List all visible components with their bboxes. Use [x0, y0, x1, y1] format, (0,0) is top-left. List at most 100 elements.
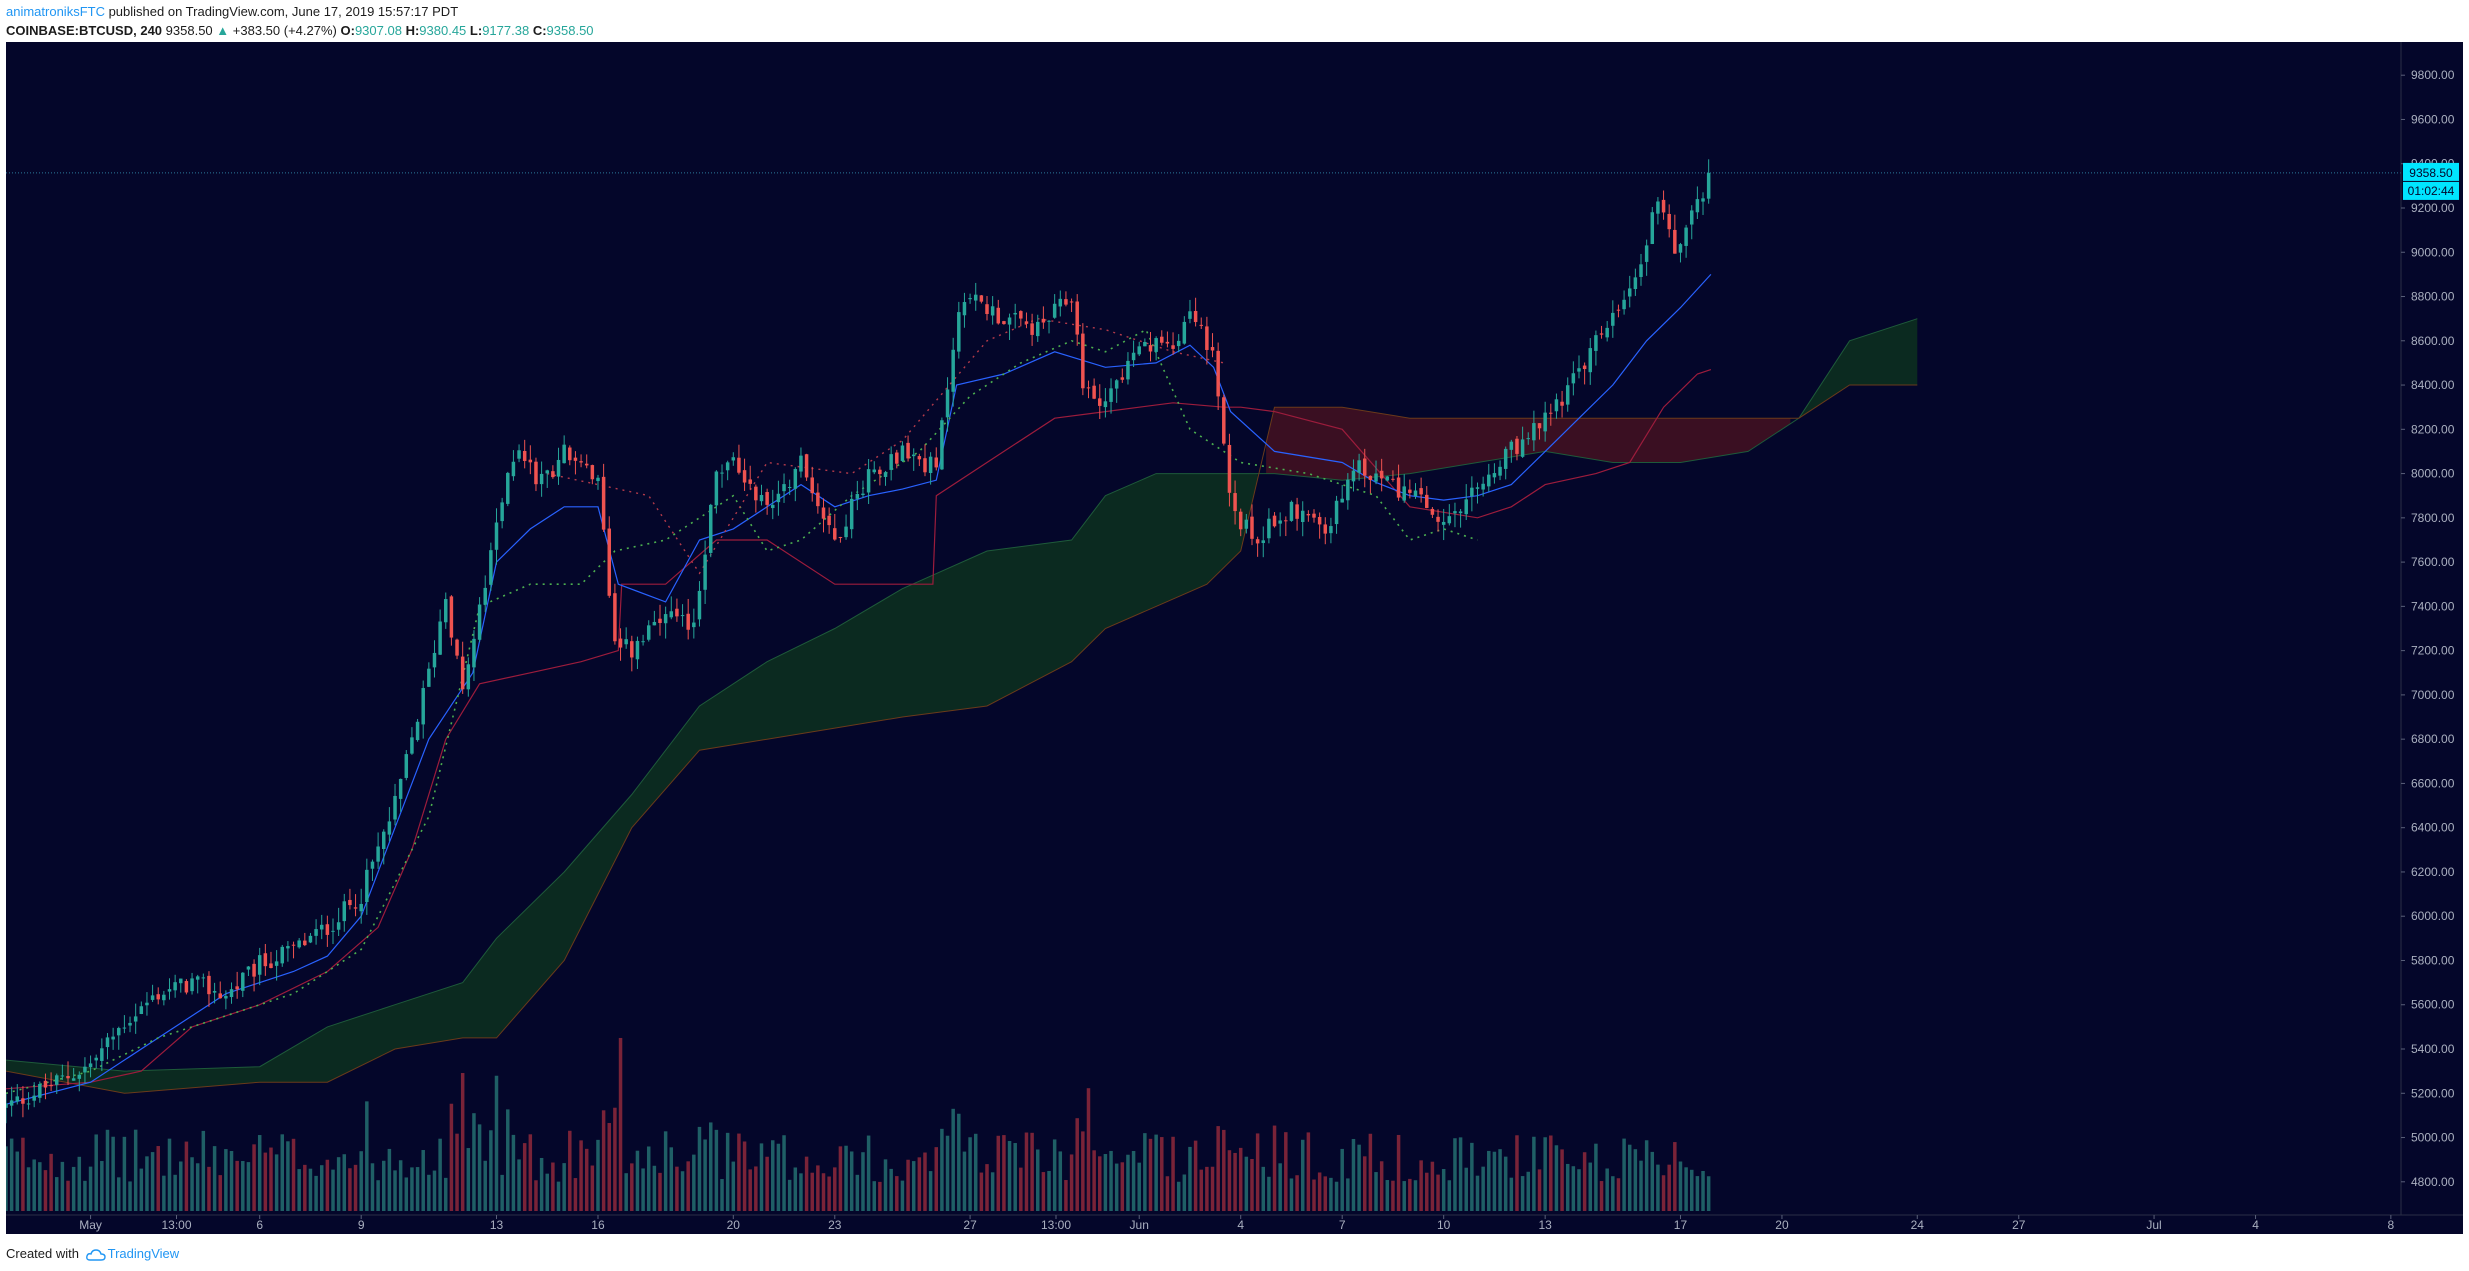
candle — [1611, 300, 1615, 338]
volume-bar — [771, 1140, 775, 1211]
candle — [652, 610, 657, 626]
candle — [737, 444, 741, 475]
candle — [771, 489, 775, 520]
candle-body — [1385, 476, 1390, 481]
x-tick-label: 24 — [1911, 1218, 1925, 1232]
candle-body — [1098, 398, 1102, 406]
candle — [1081, 323, 1085, 396]
volume-bar — [1425, 1172, 1429, 1211]
candle-body — [156, 994, 160, 1000]
volume-bar — [900, 1180, 905, 1211]
volume-bar — [398, 1160, 403, 1211]
author-link[interactable]: animatroniksFTC — [6, 4, 105, 19]
candle — [979, 295, 984, 304]
volume-bar — [883, 1159, 888, 1211]
candle-body — [1351, 470, 1356, 482]
candle — [1092, 378, 1096, 400]
candle-body — [1041, 318, 1046, 323]
candle-body — [145, 1002, 149, 1006]
chart-area[interactable]: 4800.00 5000.00 5200.00 5400.00 5600.00 5800.… — [6, 42, 2463, 1234]
candle — [804, 453, 809, 481]
volume-bar — [1644, 1140, 1649, 1211]
volume-bar — [1148, 1138, 1153, 1211]
candle-body — [1272, 515, 1277, 527]
candle-body — [742, 470, 747, 483]
candle-body — [139, 1006, 144, 1015]
candle — [534, 457, 538, 492]
candles — [6, 159, 1711, 1124]
candle — [111, 1027, 115, 1050]
candlestick-chart[interactable]: 4800.00 5000.00 5200.00 5400.00 5600.00 5800.… — [6, 42, 2463, 1234]
candle-body — [1402, 486, 1406, 501]
candle-body — [1532, 423, 1536, 441]
candle — [1052, 294, 1057, 319]
volume-bar — [917, 1157, 922, 1211]
y-tick-label: 8400.00 — [2411, 378, 2455, 392]
candle-body — [77, 1074, 82, 1079]
candle-body — [1317, 516, 1322, 525]
candle-body — [15, 1096, 20, 1102]
volume-bar — [331, 1169, 335, 1211]
candle-body — [1639, 264, 1643, 278]
candle — [229, 982, 234, 1004]
candle — [404, 750, 409, 781]
candle-body — [1481, 483, 1485, 490]
volume-bar — [748, 1169, 752, 1211]
volume-bar — [731, 1161, 736, 1211]
candle-body — [1340, 498, 1344, 503]
high-label: H: — [405, 23, 420, 38]
candle-body — [1611, 312, 1615, 326]
candle — [1515, 435, 1519, 461]
candle — [782, 473, 786, 503]
candle — [556, 447, 561, 485]
candle — [257, 947, 262, 986]
volume-bar — [528, 1134, 533, 1211]
candle — [934, 447, 939, 471]
tradingview-link[interactable]: TradingView — [107, 1246, 180, 1261]
symbol-label[interactable]: COINBASE:BTCUSD, 240 — [6, 23, 163, 38]
candle — [1024, 312, 1029, 329]
volume-bar — [1261, 1166, 1266, 1211]
candle — [725, 460, 730, 481]
candle-body — [150, 995, 155, 1000]
candle-body — [579, 461, 583, 463]
candle-body — [421, 688, 425, 725]
candle-body — [325, 924, 330, 935]
candle-body — [771, 504, 775, 509]
volume-bar — [889, 1168, 893, 1211]
candle-body — [1255, 539, 1260, 544]
x-tick-label: 10 — [1437, 1218, 1451, 1232]
candle-body — [810, 477, 814, 494]
volume-bar — [613, 1107, 617, 1211]
candle-body — [1689, 210, 1694, 225]
volume-bar — [669, 1147, 674, 1211]
candle — [252, 959, 256, 992]
candle — [1047, 320, 1051, 334]
volume-bar — [1007, 1141, 1012, 1211]
candle-body — [1616, 309, 1621, 311]
y-tick-label: 6800.00 — [2411, 732, 2455, 746]
x-tick-label: 20 — [1775, 1218, 1789, 1232]
volume-bar — [1374, 1172, 1378, 1211]
candle — [235, 971, 239, 999]
volume-bar — [646, 1146, 651, 1211]
candle — [613, 583, 617, 645]
volume-bar — [1611, 1176, 1615, 1211]
candle — [1419, 477, 1423, 503]
candle-body — [1678, 244, 1683, 253]
volume-bar — [111, 1136, 115, 1211]
candle-body — [1419, 488, 1423, 495]
candle-body — [720, 472, 724, 474]
volume-bar — [1334, 1181, 1339, 1211]
candle — [1165, 331, 1170, 348]
candle-body — [1487, 474, 1491, 487]
volume-bar — [269, 1147, 273, 1211]
y-tick-label: 9200.00 — [2411, 201, 2455, 215]
candle — [133, 1003, 138, 1034]
candle — [951, 337, 955, 407]
candle-body — [630, 641, 634, 658]
volume-bar — [218, 1175, 222, 1211]
candle-body — [1300, 510, 1305, 523]
volume-bar — [692, 1154, 696, 1211]
candle — [32, 1082, 36, 1108]
